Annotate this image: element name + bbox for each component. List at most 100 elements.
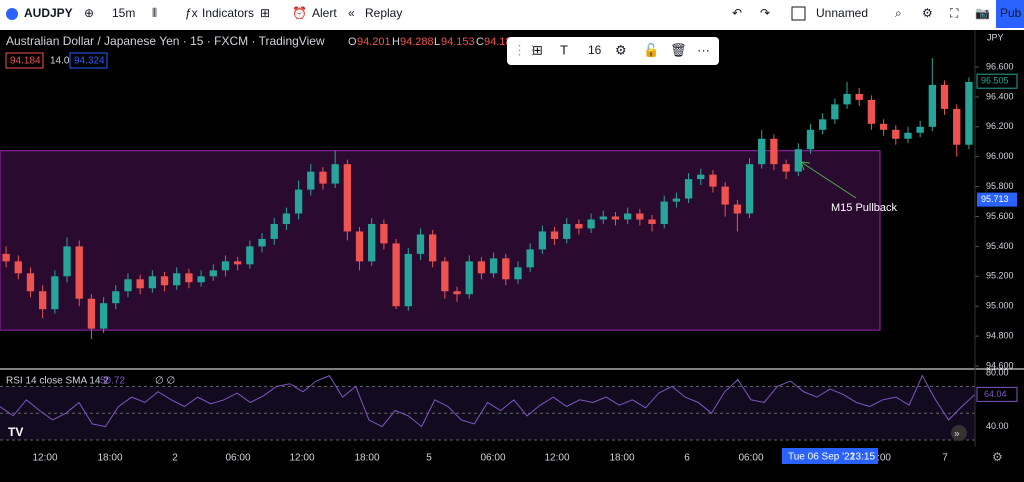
candle-body	[246, 246, 254, 265]
currency: JPY	[987, 32, 1004, 42]
candle-body	[368, 223, 376, 262]
tv-logo: TV	[8, 425, 23, 439]
candle-body	[319, 171, 327, 184]
settings-icon[interactable]: ⚙	[615, 42, 627, 57]
price-tick-label: 95.800	[986, 181, 1014, 191]
zone	[0, 150, 881, 331]
crosshair-date: Tue 06 Sep '22	[788, 452, 856, 463]
time-label: 2	[172, 453, 178, 464]
rsi-value: 50.72	[100, 376, 125, 387]
time-label: 18:00	[609, 453, 634, 464]
candle-body	[307, 171, 315, 190]
alert-icon[interactable]: ⏰	[292, 5, 307, 20]
candle-body	[794, 149, 802, 172]
rsi-last-box	[976, 386, 1018, 402]
candle-body	[185, 273, 193, 283]
candle-body	[672, 198, 681, 202]
candle-body	[282, 213, 291, 224]
bid[interactable]: 94.184	[10, 56, 41, 67]
candle-body	[563, 223, 571, 239]
candle-body	[380, 223, 388, 244]
candle-body	[819, 119, 827, 130]
settings[interactable]: ⚙	[922, 6, 933, 20]
publish-button[interactable]	[996, 0, 1024, 28]
candle-body	[489, 258, 498, 274]
l-value: 94.153	[441, 36, 475, 48]
top-toolbar	[0, 0, 1024, 30]
candle-body	[197, 276, 205, 283]
redo[interactable]: ↷	[760, 6, 770, 20]
symbol[interactable]: AUDJPY	[24, 6, 73, 20]
annotation-arrow	[800, 161, 857, 199]
time-label: 06:00	[738, 453, 763, 464]
snapshot[interactable]: 📷	[975, 6, 990, 20]
candle-body	[258, 238, 266, 247]
delete-icon[interactable]: 🗑	[670, 42, 687, 57]
candle-body	[136, 279, 144, 289]
layout-name[interactable]: Unnamed	[816, 6, 868, 20]
scroll-icon[interactable]: »	[954, 429, 960, 440]
candle-body	[867, 99, 876, 124]
undo[interactable]: ↶	[732, 6, 742, 20]
h-label: H	[392, 36, 400, 48]
text-color[interactable]: T	[560, 42, 568, 57]
indicators-icon[interactable]: ƒx	[185, 6, 198, 20]
publish[interactable]: Pub	[1000, 6, 1022, 20]
indicators[interactable]: Indicators	[202, 6, 254, 20]
c-label: C	[476, 36, 484, 48]
search[interactable]: ⌕	[895, 6, 902, 20]
rsi-tick-label: 40.00	[986, 421, 1009, 431]
candle-body	[660, 201, 668, 224]
replay[interactable]: Replay	[365, 6, 402, 20]
candle-body	[87, 298, 96, 329]
candle-body	[733, 204, 741, 214]
candle-body	[75, 246, 83, 299]
candle-body	[806, 129, 815, 150]
candle-body	[636, 213, 644, 220]
legend-title: Australian Dollar / Japanese Yen · 15 · …	[6, 34, 325, 48]
candle-body	[416, 234, 425, 254]
candle-body	[2, 253, 10, 262]
candle-body	[965, 81, 973, 145]
rsi-icons: ∅ ∅	[155, 376, 175, 387]
ask[interactable]: 94.324	[74, 56, 105, 67]
candle-body	[429, 234, 437, 262]
price-tick-label: 95.200	[986, 271, 1014, 281]
annotation: M15 Pullback	[831, 202, 898, 214]
font-size[interactable]: 16	[588, 43, 602, 57]
symbol-icon	[6, 8, 18, 20]
candle-body	[331, 164, 339, 184]
add-icon[interactable]: ⊕	[84, 6, 94, 20]
alert[interactable]: Alert	[312, 6, 337, 20]
candle-body	[221, 261, 230, 271]
template-icon[interactable]: ⊞	[532, 42, 543, 57]
candle-body	[745, 164, 754, 214]
replay-icon[interactable]: «	[348, 6, 355, 20]
fullscreen[interactable]: ⛶	[949, 6, 959, 20]
time-label: 12:00	[32, 453, 57, 464]
templates[interactable]: ⊞	[260, 6, 270, 20]
drag-handle[interactable]: ⋮⋮	[513, 42, 539, 57]
sell-box[interactable]	[5, 52, 44, 69]
more-icon[interactable]: ···	[697, 42, 710, 57]
l-label: L	[434, 36, 440, 48]
candle-body	[112, 291, 120, 304]
checkbox[interactable]	[791, 6, 806, 21]
interval[interactable]: 15m	[112, 6, 135, 20]
o-value: 94.201	[357, 36, 391, 48]
chart-type[interactable]: ⫴	[152, 6, 157, 20]
price-tick-label: 96.000	[986, 151, 1014, 161]
candle-body	[477, 261, 486, 274]
buy-box[interactable]	[69, 52, 108, 69]
candle-body	[550, 231, 559, 239]
candle-body	[721, 186, 729, 205]
price-tick-label: 94.800	[986, 330, 1014, 340]
candle-body	[697, 174, 705, 180]
axis-settings[interactable]: ⚙	[992, 450, 1003, 464]
price-tick-label: 95.400	[986, 241, 1014, 251]
candle-body	[404, 253, 412, 307]
lock-icon[interactable]: 🔓	[643, 42, 659, 57]
scroll-button[interactable]	[951, 425, 967, 441]
